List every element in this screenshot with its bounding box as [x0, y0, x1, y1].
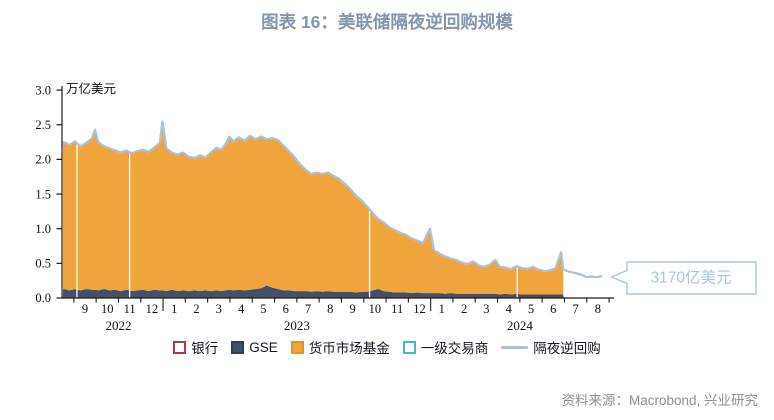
series-mmf-area [63, 121, 564, 295]
x-tick-label: 6 [283, 302, 289, 316]
x-tick-label: 12 [146, 302, 159, 316]
legend-label-bank: 银行 [191, 341, 219, 356]
legend-item-onrrp: 隔夜逆回购 [501, 337, 601, 357]
y-tick-label: 2.5 [35, 118, 51, 132]
legend-item-mmf: 货币市场基金 [290, 337, 390, 357]
legend-item-primary-dealer: 一级交易商 [402, 337, 489, 357]
legend-label-mmf: 货币市场基金 [308, 341, 390, 356]
x-tick-label: 2 [193, 302, 199, 316]
x-tick-label: 1 [439, 302, 445, 316]
legend: 银行 GSE 货币市场基金 一级交易商 隔夜逆回购 [0, 337, 774, 357]
x-year-label: 2022 [105, 318, 131, 333]
legend-label-gse: GSE [249, 339, 278, 355]
x-tick-label: 2 [461, 302, 467, 316]
y-tick-label: 3.0 [35, 83, 51, 97]
callout-bubble [609, 261, 757, 295]
x-tick-label: 7 [305, 302, 311, 316]
legend-line-swatch-onrrp [501, 345, 529, 349]
legend-square-swatch-bank [173, 340, 187, 354]
x-tick-label: 10 [369, 302, 382, 316]
callout-text: 3170亿美元 [651, 269, 732, 287]
x-tick-label: 8 [327, 302, 333, 316]
x-tick-label: 1 [171, 302, 177, 316]
y-tick-label: 0.5 [35, 257, 51, 271]
x-tick-label: 6 [550, 302, 556, 316]
legend-item-gse: GSE [231, 340, 278, 355]
x-tick-label: 8 [595, 302, 601, 316]
y-axis-unit-label: 万亿美元 [66, 81, 116, 96]
source-note: 资料来源：Macrobond, 兴业研究 [561, 393, 758, 408]
legend-square-swatch-primary-dealer [402, 340, 416, 354]
x-tick-label: 12 [413, 302, 426, 316]
x-tick-label: 3 [216, 302, 222, 316]
y-tick-label: 1.0 [35, 222, 51, 236]
x-tick-label: 11 [124, 302, 136, 316]
legend-item-bank: 银行 [173, 337, 218, 357]
x-tick-label: 11 [391, 302, 403, 316]
x-tick-label: 5 [260, 302, 266, 316]
x-year-label: 2023 [284, 318, 310, 333]
x-tick-label: 4 [238, 302, 245, 316]
legend-square-swatch-gse [231, 340, 245, 354]
x-tick-label: 5 [528, 302, 534, 316]
y-tick-label: 2.0 [35, 153, 51, 167]
series-onrrp-line [61, 120, 603, 279]
x-tick-label: 9 [349, 302, 355, 316]
x-tick-label: 4 [506, 302, 513, 316]
x-tick-label: 7 [572, 302, 578, 316]
callout: 3170亿美元 [609, 261, 757, 295]
x-tick-label: 3 [483, 302, 489, 316]
x-year-label: 2024 [507, 318, 534, 333]
x-tick-label: 10 [101, 302, 114, 316]
x-tick-label: 9 [82, 302, 88, 316]
figure-title: 图表 16：美联储隔夜逆回购规模 [261, 12, 513, 32]
legend-label-primary-dealer: 一级交易商 [420, 341, 489, 356]
y-tick-label: 1.5 [35, 187, 51, 201]
legend-square-swatch-mmf [290, 340, 304, 354]
y-tick-label: 0.0 [35, 291, 51, 305]
legend-label-onrrp: 隔夜逆回购 [533, 341, 601, 356]
series-gse-area [63, 285, 564, 298]
